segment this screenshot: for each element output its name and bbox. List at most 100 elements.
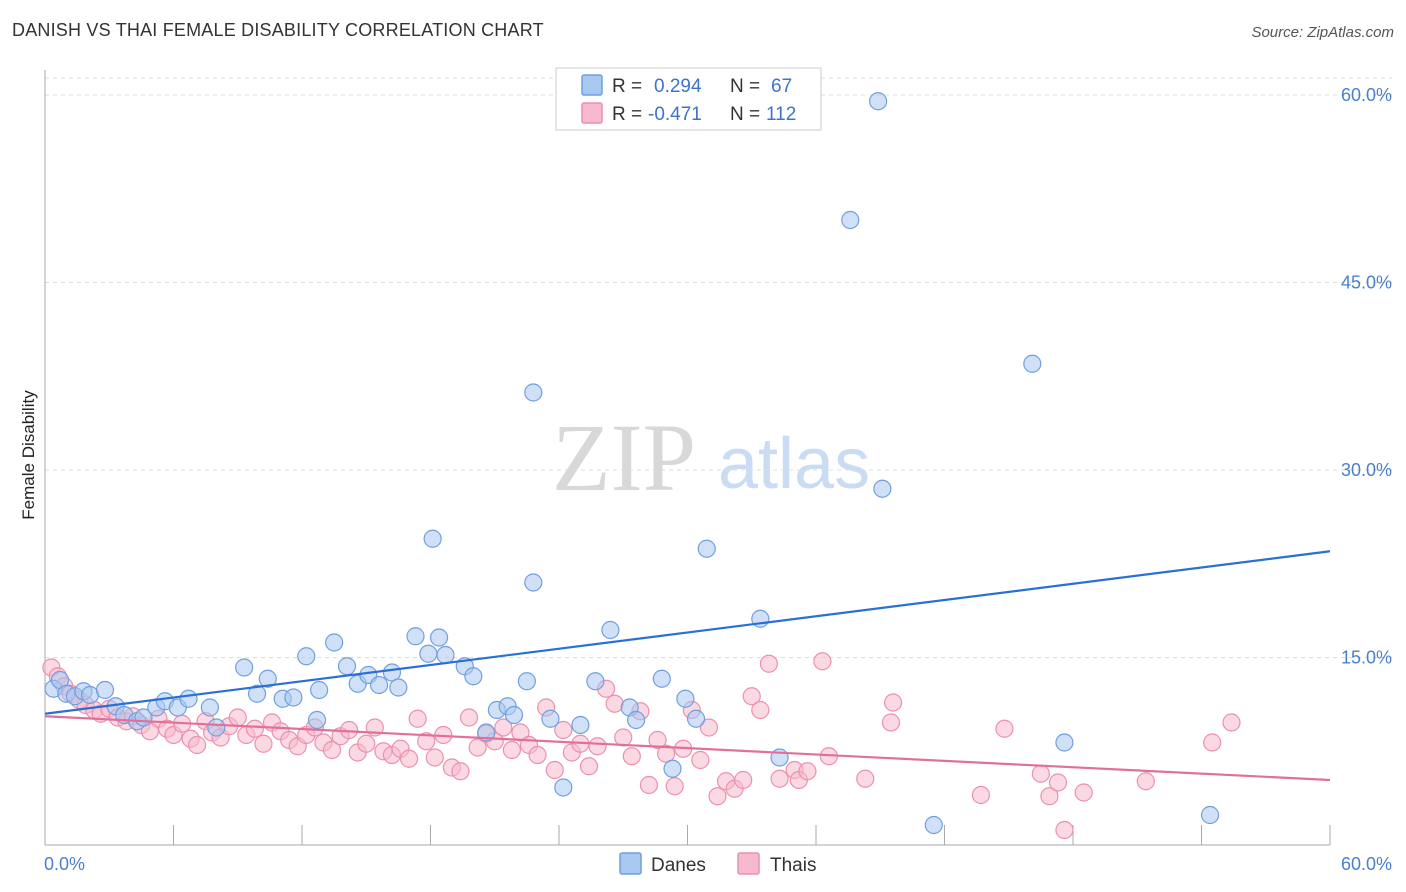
y-tick-label: 45.0% [1341,273,1392,293]
correlation-legend: R = 0.294 N = 67 R = -0.471 N = 112 [555,67,822,131]
series-legend-swatch-danes [619,852,642,875]
x-tick-label-max: 60.0% [1341,854,1392,874]
thais-point [1203,733,1222,752]
danes-point [663,759,682,778]
thais-point [734,770,753,790]
thais-point [708,787,727,806]
danes-point [284,688,303,707]
thais-point [1040,787,1059,806]
chart-source: Source: ZipAtlas.com [1251,24,1394,41]
watermark-zip: ZIP [552,404,696,511]
danes-point [95,680,115,700]
thais-trendline [44,715,1331,782]
danes-point [586,672,605,691]
thais-point [245,719,264,738]
danes-point [247,684,267,703]
danes-point [541,709,560,728]
x-axis-ticks [44,825,1331,845]
legend-r-value-danes: 0.294 [654,76,702,97]
thais-point [588,737,607,756]
y-tick-label: 60.0% [1341,85,1392,105]
danes-point [207,718,226,737]
danes-point [370,675,389,695]
danes-point [626,710,646,730]
danes-point [571,715,590,735]
danes-point [697,539,716,558]
danes-point [1055,733,1074,752]
thais-point [417,732,436,751]
thais-point [425,748,444,767]
thais-point [605,694,624,713]
thais-point [554,720,573,740]
legend-n-label-thais: N = [730,104,760,125]
legend-n-value-danes: 67 [771,76,792,97]
danes-point [873,479,892,498]
trendlines [44,550,1331,782]
thais-point [511,723,530,742]
thais-point [971,785,991,805]
danes-point [307,710,327,730]
thais-point [322,740,342,760]
legend-r-value-thais: -0.471 [648,104,702,125]
thais-point [622,747,641,766]
danes-point [310,680,329,700]
thais-point [1031,764,1050,783]
danes-point [524,573,543,592]
thais-point [502,740,521,760]
danes-trendline [44,550,1331,715]
thais-point [579,757,599,776]
thais-point [759,654,778,673]
thais-point [459,708,479,727]
thais-point [614,728,633,747]
thais-point [494,718,513,737]
thais-point [751,700,770,720]
thais-point [639,775,659,795]
thais-points [42,652,1241,840]
thais-point [1222,713,1241,732]
thais-point [254,734,273,753]
danes-point [504,705,524,725]
y-axis-tick-labels: 15.0% 30.0% 45.0% 60.0% [1341,85,1392,668]
y-axis-title: Female Disability [19,390,38,520]
thais-point [691,750,710,770]
thais-point [648,730,667,750]
watermark-atlas: atlas [718,424,870,504]
danes-point [652,669,671,688]
danes-point [924,815,943,835]
y-tick-label: 30.0% [1341,460,1392,480]
watermark: ZIP atlas [552,404,870,511]
thais-point [995,719,1014,738]
legend-swatch-danes [581,74,603,96]
danes-point [200,698,220,717]
thais-point [228,708,247,727]
legend-n-value-thais: 112 [766,104,796,125]
x-tick-label-min: 0.0% [44,854,85,874]
danes-point [841,210,860,230]
thais-point [528,745,547,765]
thais-point [1074,783,1093,802]
legend-swatch-thais [581,102,603,124]
thais-point [1136,772,1155,791]
series-legend: Danes Thais [619,852,816,876]
thais-point [357,734,376,753]
thais-point [468,738,487,757]
danes-point [235,658,254,677]
thais-point [798,762,817,781]
y-tick-label: 15.0% [1341,648,1392,668]
thais-point [881,713,901,732]
danes-point [337,657,357,676]
danes-point [436,645,455,665]
danes-point [423,529,442,548]
thais-point [1048,773,1068,792]
danes-points [44,92,1220,835]
thais-point [408,709,427,728]
legend-r-label-danes: R = [612,76,642,97]
danes-point [477,723,496,742]
thais-point [545,760,564,780]
thais-point [770,769,789,788]
danes-point [179,689,198,708]
thais-point [1055,820,1074,840]
danes-point [258,669,277,688]
danes-point [389,678,408,697]
